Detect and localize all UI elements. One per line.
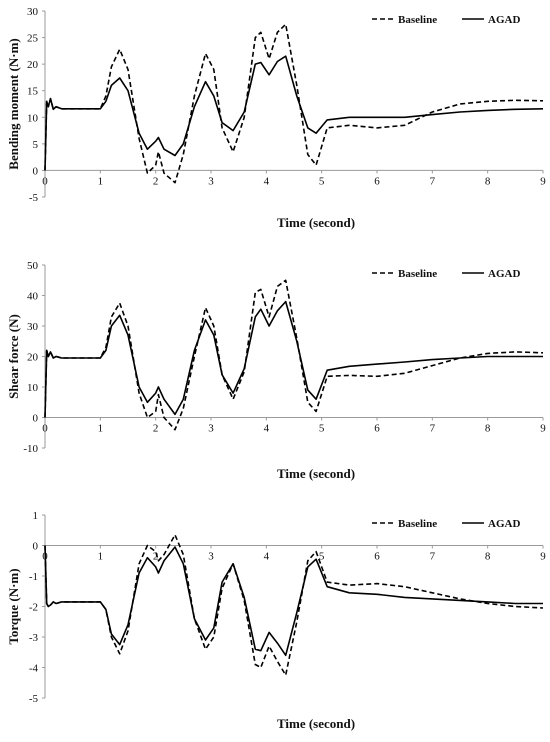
y-tick-label: -2	[29, 602, 38, 614]
y-tick-label: 0	[33, 165, 39, 177]
legend-label: AGAD	[488, 14, 520, 26]
chart-2: -10 0 10 20 30 40 50 0 1 2 3 4 5 6 7 8 9 Time (second) She…	[6, 260, 546, 481]
x-tick-label: 7	[430, 551, 436, 563]
x-tick-label: 7	[430, 423, 436, 435]
y-tick-label: 20	[27, 352, 39, 364]
y-tick-label: 15	[27, 86, 39, 98]
x-tick-label: 0	[42, 175, 48, 187]
y-tick-label: 10	[27, 382, 39, 394]
x-tick-label: 9	[540, 551, 546, 563]
series-line-baseline	[44, 279, 544, 431]
y-tick-label: 30	[27, 6, 39, 18]
x-tick-label: 2	[153, 551, 159, 563]
y-tick-label: 0	[33, 541, 39, 553]
y-tick-label: -5	[29, 192, 39, 204]
y-tick-label: 40	[27, 291, 39, 303]
legend-label: AGAD	[488, 268, 520, 280]
x-tick-label: 6	[374, 551, 380, 563]
y-tick-label: -3	[29, 632, 39, 644]
y-tick-label: -10	[23, 443, 38, 455]
series-line-agad	[44, 300, 543, 418]
x-axis-label: Time (second)	[277, 466, 355, 481]
y-tick-label: 25	[27, 33, 39, 45]
x-tick-label: 4	[264, 423, 270, 435]
y-tick-label: -5	[29, 693, 39, 705]
x-tick-label: 2	[153, 423, 159, 435]
y-tick-label: -1	[29, 571, 38, 583]
legend-label: Baseline	[398, 14, 437, 26]
x-tick-label: 4	[264, 175, 270, 187]
x-tick-label: 6	[374, 175, 380, 187]
x-tick-label: 5	[319, 423, 325, 435]
x-tick-label: 3	[208, 175, 214, 187]
x-tick-label: 8	[485, 423, 491, 435]
y-axis-label: Bending moment (N·m)	[6, 38, 21, 169]
legend-label: Baseline	[398, 268, 437, 280]
x-axis-label: Time (second)	[277, 215, 355, 230]
y-axis-label: Torque (N·m)	[6, 568, 21, 644]
x-tick-label: 1	[98, 551, 104, 563]
x-tick-label: 5	[319, 551, 325, 563]
y-tick-label: -4	[29, 663, 39, 675]
series-line-agad	[44, 545, 543, 657]
y-tick-label: 5	[33, 139, 39, 151]
x-tick-label: 4	[264, 551, 270, 563]
y-tick-label: 10	[27, 112, 39, 124]
y-tick-label: 1	[33, 510, 39, 522]
y-axis-label: Shear force (N)	[6, 314, 21, 399]
x-tick-label: 1	[98, 423, 104, 435]
x-tick-label: 8	[485, 551, 491, 563]
x-tick-label: 3	[208, 423, 214, 435]
y-tick-label: 20	[27, 59, 39, 71]
x-tick-label: 2	[153, 175, 159, 187]
x-tick-label: 9	[540, 175, 546, 187]
legend-label: AGAD	[488, 518, 520, 530]
x-tick-label: 9	[540, 423, 546, 435]
x-tick-label: 6	[374, 423, 380, 435]
x-tick-label: 5	[319, 175, 325, 187]
y-tick-label: 30	[27, 321, 39, 333]
x-tick-label: 7	[430, 175, 436, 187]
x-axis-label: Time (second)	[277, 716, 355, 731]
y-tick-label: 50	[27, 260, 39, 272]
x-tick-label: 1	[98, 175, 104, 187]
x-tick-label: 8	[485, 175, 491, 187]
series-line-agad	[44, 55, 544, 171]
x-tick-label: 0	[42, 423, 48, 435]
x-tick-label: 3	[208, 551, 214, 563]
series-line-baseline	[44, 533, 544, 676]
legend-label: Baseline	[398, 518, 437, 530]
y-tick-label: 0	[33, 413, 39, 425]
series-line-baseline	[44, 23, 544, 184]
